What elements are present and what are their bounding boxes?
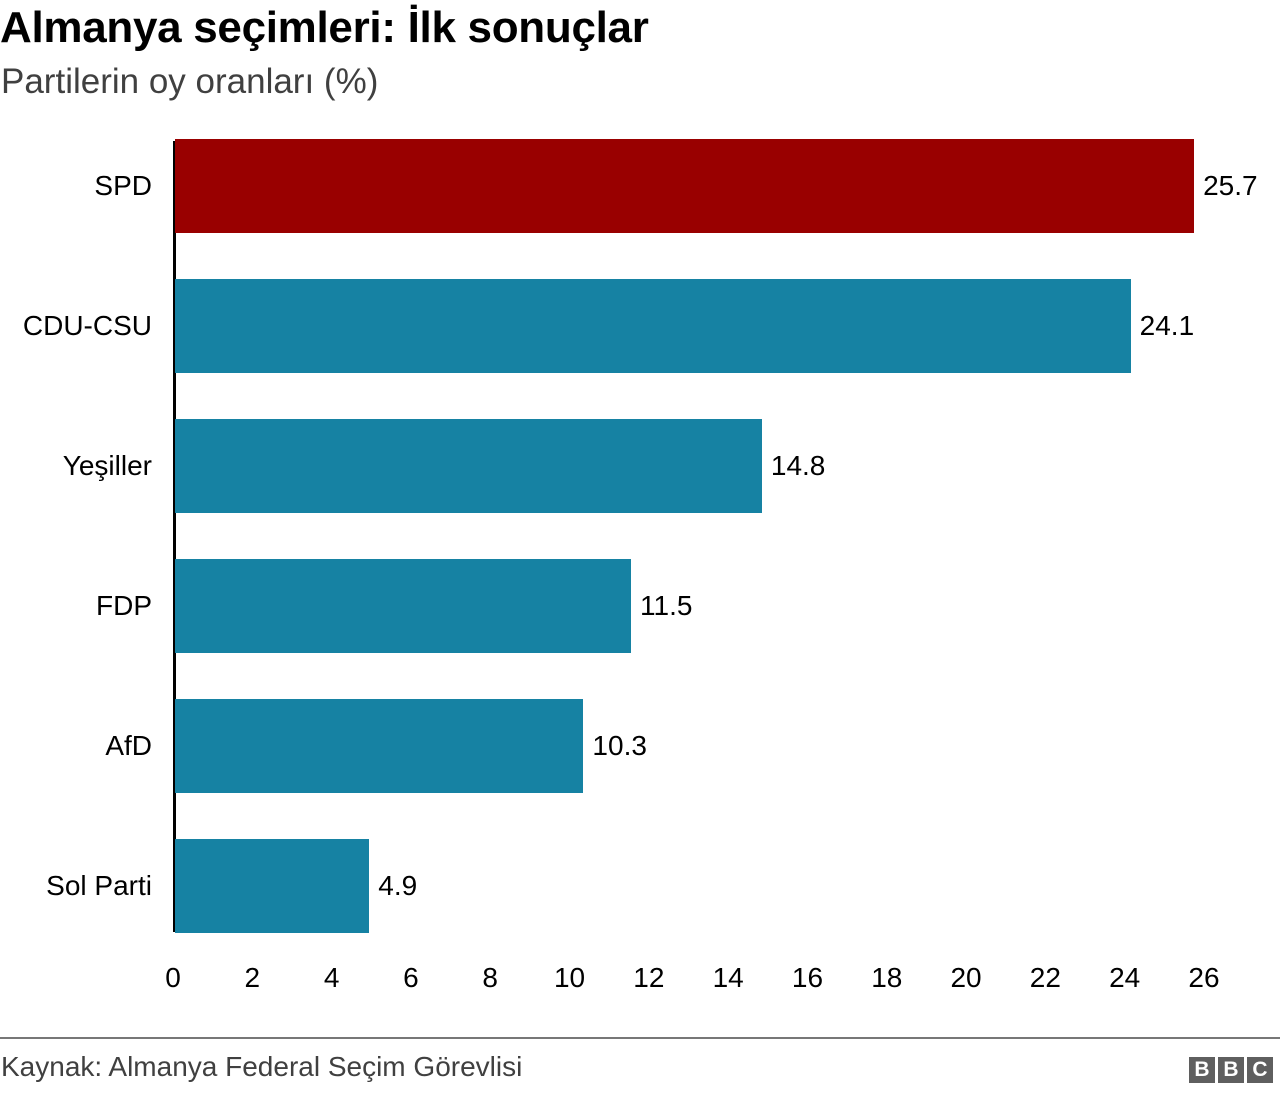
x-tick-label: 0 [165,962,181,993]
value-label: 11.5 [640,590,693,621]
category-label: SPD [94,170,152,201]
bbc-logo-letter: C [1247,1057,1273,1083]
page-title: Almanya seçimleri: İlk sonuçlar [0,3,649,52]
x-tick-label: 14 [712,962,744,993]
x-tick-label: 20 [950,962,982,993]
category-label: AfD [105,730,152,761]
category-label: Sol Parti [46,870,152,901]
footer-divider [0,1037,1280,1039]
bbc-logo-letter: B [1189,1057,1215,1083]
page-subtitle: Partilerin oy oranları (%) [1,62,379,101]
value-label: 4.9 [378,870,418,901]
x-tick-label: 6 [403,962,419,993]
bar [175,139,1195,233]
x-tick-label: 4 [323,962,340,993]
bbc-logo-letter: B [1218,1057,1244,1083]
bbc-logo: B B C [1189,1057,1273,1083]
bar [175,839,370,933]
x-tick-label: 18 [871,962,903,993]
x-tick-label: 10 [553,962,586,993]
value-label: 24.1 [1139,310,1195,341]
value-label: 25.7 [1203,170,1258,201]
x-tick-label: 8 [482,962,498,993]
value-label: 10.3 [592,730,647,761]
bar [175,559,632,653]
category-label: CDU-CSU [22,310,152,341]
x-tick-label: 16 [791,962,824,993]
bar [175,279,1131,373]
category-label: Yeşiller [62,450,152,481]
bar-chart: SPD 25.7 CDU-CSU 24.1 Yeşiller 14.8 FDP 11.5 AfD… [22,139,1258,993]
bar [175,699,584,793]
x-tick-label: 24 [1109,962,1141,993]
category-label: FDP [96,590,152,621]
x-tick-label: 22 [1029,962,1061,993]
y-axis-line [173,141,176,932]
value-label: 14.8 [770,450,826,481]
x-tick-label: 2 [244,962,261,993]
x-tick-label: 12 [633,962,665,993]
source-note: Kaynak: Almanya Federal Seçim Görevlisi [1,1051,523,1082]
x-tick-label: 26 [1188,962,1220,993]
bar [175,419,762,513]
